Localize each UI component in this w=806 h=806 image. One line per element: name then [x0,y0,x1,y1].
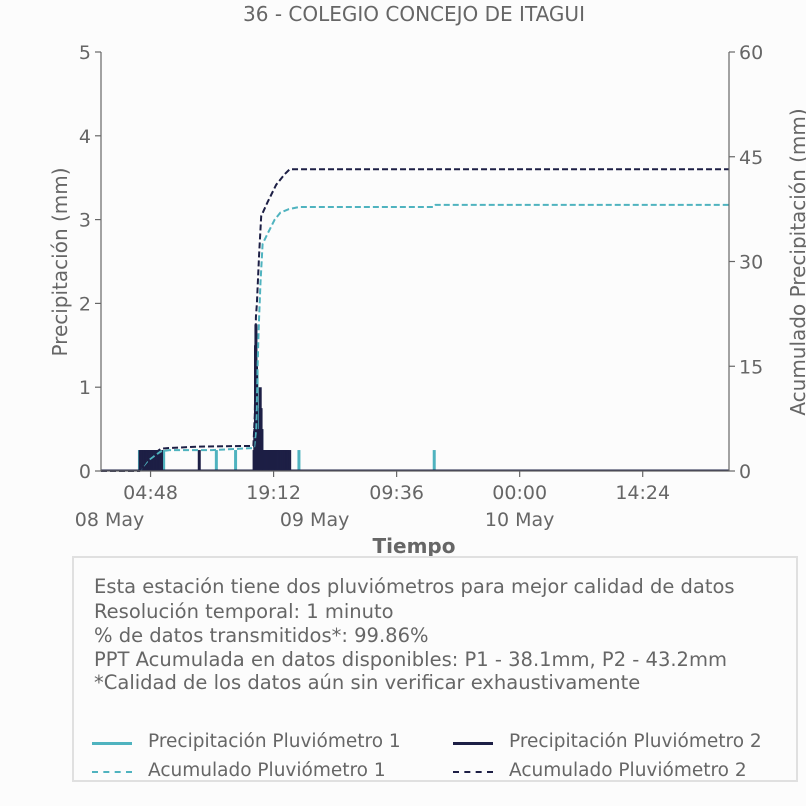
y-tick-label: 5 [79,42,91,64]
y2-tick-label: 15 [739,356,763,378]
y-tick-label: 0 [79,461,91,483]
info-box: Esta estación tiene dos pluviómetros par… [72,556,798,782]
cumulative-line-2 [101,168,729,472]
legend-swatch-acum-2 [453,771,493,773]
x-tick-label: 14:24 [615,482,670,504]
x-date-label: 10 May [485,509,555,531]
y-tick-label: 3 [79,210,91,232]
x-tick-label: 04:48 [123,482,178,504]
x-tick-label: 09:36 [369,482,424,504]
x-date-label: 08 May [75,509,145,531]
y-tick-label: 1 [79,377,91,399]
chart: 36 - COLEGIO CONCEJO DE ITAGUI 012345015… [48,2,806,558]
info-line-transmitted: % de datos transmitidos*: 99.86% [94,624,429,647]
legend-label-precip-2: Precipitación Pluviómetro 2 [509,731,762,752]
legend-label-precip-1: Precipitación Pluviómetro 1 [148,731,401,752]
y2-tick-label: 45 [739,147,763,169]
y-axis-label: Precipitación (mm) [48,167,72,356]
info-line-accumulated: PPT Acumulada en datos disponibles: P1 -… [94,648,727,671]
info-line-quality-note: *Calidad de los datos aún sin verificar … [94,671,641,694]
x-axis-label: Tiempo [373,534,456,558]
chart-title: 36 - COLEGIO CONCEJO DE ITAGUI [243,2,585,26]
x-date-label: 09 May [280,509,350,531]
legend-label-acum-2: Acumulado Pluviómetro 2 [509,760,747,781]
y-tick-label: 4 [79,126,91,148]
y2-tick-label: 0 [739,461,751,483]
y2-axis-label: Acumulado Precipitación (mm) [786,108,806,415]
legend-swatch-precip-1 [92,742,132,745]
y2-tick-label: 60 [739,42,763,64]
y2-tick-label: 30 [739,252,763,274]
cumulative-line-1 [101,203,729,472]
info-line-two-gauges: Esta estación tiene dos pluviómetros par… [94,575,735,598]
x-tick-label: 19:12 [246,482,301,504]
x-tick-label: 00:00 [492,482,547,504]
legend-swatch-precip-2 [453,742,493,745]
legend-swatch-acum-1 [92,771,132,773]
y-tick-label: 2 [79,293,91,315]
info-line-resolution: Resolución temporal: 1 minuto [94,600,394,623]
legend-label-acum-1: Acumulado Pluviómetro 1 [148,760,386,781]
